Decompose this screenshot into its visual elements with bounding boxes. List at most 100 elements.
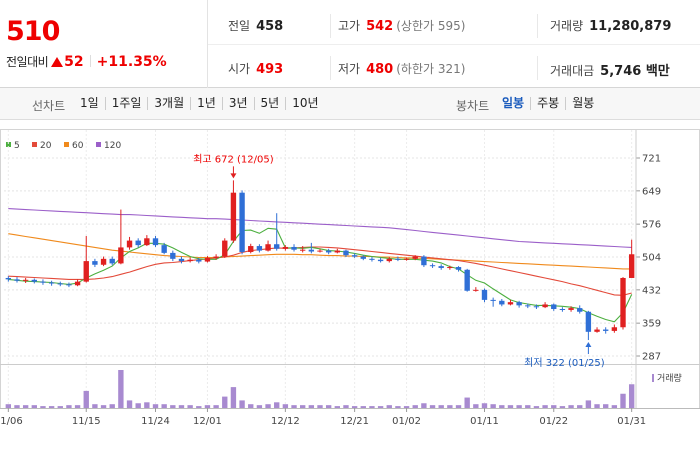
candle-body <box>525 305 531 307</box>
candle-body <box>317 250 323 252</box>
y-tick-label: 432 <box>642 285 661 296</box>
tab-candle-period[interactable]: 월봉 <box>572 96 595 110</box>
candle-body <box>551 304 557 310</box>
candle <box>585 310 592 341</box>
tab-line-period[interactable]: 5년 <box>255 97 287 110</box>
volume-bar <box>5 404 12 408</box>
candle <box>126 236 133 250</box>
divider <box>89 55 91 67</box>
volume-bar <box>412 405 418 408</box>
candle <box>83 236 89 283</box>
volume-bar <box>204 405 211 408</box>
tab-line-period[interactable]: 1주일 <box>106 97 149 110</box>
x-tick-label: 01/11 <box>470 416 499 427</box>
candle <box>222 238 228 258</box>
change-rate: +11.35% <box>96 54 167 70</box>
volume-bar <box>170 405 176 408</box>
x-tick-label: 01/31 <box>617 416 646 427</box>
candle <box>421 255 427 268</box>
volume-bar <box>118 370 124 408</box>
y-tick-label: 649 <box>642 186 661 197</box>
volume-bar <box>31 405 37 408</box>
volume-bar <box>308 405 315 408</box>
volume-bar <box>377 406 384 408</box>
price-box: 510 전일대비 52 +11.35% <box>0 0 208 88</box>
candle-body <box>351 255 358 257</box>
stock-chart[interactable]: 5 20 60 120 721 649 576 504 432 359 287 11/06 11/15 1… <box>0 120 700 450</box>
candle <box>377 257 384 263</box>
legend-label-ma5: 5 <box>14 141 20 151</box>
volume-bar <box>481 403 488 408</box>
candle <box>438 264 444 270</box>
candle-body <box>603 329 609 331</box>
candle <box>109 256 115 266</box>
legend-label-ma20: 20 <box>40 141 52 151</box>
tab-line-period[interactable]: 3개월 <box>148 97 192 110</box>
low-annotation: 최저 322 (01/25) <box>524 357 605 369</box>
candle <box>473 287 479 292</box>
candle-body <box>222 240 228 257</box>
tab-line-period[interactable]: 1일 <box>74 97 106 110</box>
volume-bar <box>507 405 514 408</box>
volume-bar <box>178 405 185 408</box>
candle-body <box>611 327 618 331</box>
candle <box>265 240 271 252</box>
tab-line-period[interactable]: 1년 <box>191 97 223 110</box>
volume-bar <box>360 406 366 408</box>
candle-body <box>40 281 46 283</box>
tab-candle-period[interactable]: 일봉 <box>496 97 532 110</box>
high-stat: 고가 542 (상한가 595) <box>338 17 465 34</box>
tab-line-period[interactable]: 3년 <box>223 97 255 110</box>
candle <box>568 306 574 312</box>
candle <box>213 254 219 260</box>
candle <box>628 239 635 278</box>
candle-body <box>100 258 107 265</box>
candle <box>464 268 470 292</box>
candle-body <box>585 311 592 332</box>
candle-body <box>92 261 98 265</box>
candle-body <box>386 258 392 262</box>
candle-body <box>343 250 349 256</box>
candle-body <box>74 281 81 286</box>
prev-close-value: 458 <box>256 19 284 34</box>
tab-line-period[interactable]: 10년 <box>292 96 319 110</box>
candle-body <box>395 258 401 260</box>
volume-bar <box>533 406 540 408</box>
change-row: 전일대비 52 +11.35% <box>6 53 167 70</box>
candle <box>31 278 37 284</box>
candle-body <box>507 302 514 305</box>
lower-limit: (하한가 321) <box>396 62 466 76</box>
candle-body <box>568 308 574 310</box>
legend-label-ma60: 60 <box>72 141 84 151</box>
volume-bar <box>187 405 193 408</box>
volume-stat: 거래량 11,280,879 <box>550 17 671 34</box>
candle <box>161 242 167 255</box>
volume-bar <box>499 405 505 408</box>
volume-bar <box>291 405 297 408</box>
volume-bar <box>421 403 427 408</box>
volume-bar <box>152 404 159 408</box>
volume-bar <box>334 406 340 408</box>
candle-body <box>481 289 488 300</box>
legend-swatch <box>96 142 101 147</box>
open-stat: 시가 493 <box>228 60 283 77</box>
candle <box>325 248 332 255</box>
volume-legend-swatch <box>652 374 654 382</box>
volume-bar <box>317 405 323 408</box>
candle <box>178 256 185 264</box>
volume-bar <box>144 402 150 408</box>
ma20-line <box>8 246 632 296</box>
candle <box>14 277 20 283</box>
legend-swatch <box>32 142 37 147</box>
volume-bar <box>559 406 566 408</box>
candle <box>455 266 462 272</box>
volume-bar <box>603 404 609 408</box>
candle <box>386 257 392 263</box>
prev-close-label: 전일 <box>228 19 251 33</box>
y-tick-label: 504 <box>642 253 661 264</box>
volume-bar <box>386 405 392 408</box>
change-label: 전일대비 <box>6 55 49 69</box>
tab-candle-period[interactable]: 주봉 <box>531 97 567 110</box>
chart-svg[interactable]: 5 20 60 120 721 649 576 504 432 359 287 11/06 11/15 1… <box>0 120 700 450</box>
candle <box>230 180 237 243</box>
